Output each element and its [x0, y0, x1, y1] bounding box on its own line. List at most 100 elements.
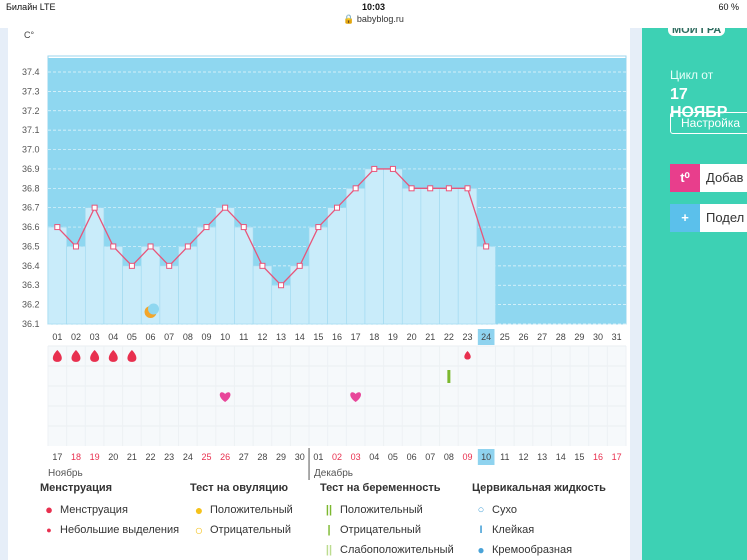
- current-day-highlight: [477, 329, 495, 345]
- temp-bar: [66, 246, 86, 325]
- cycle-day-label: 22: [444, 332, 454, 342]
- cycle-day-label: 04: [108, 332, 118, 342]
- calendar-date-label: 17: [52, 452, 62, 462]
- temp-bar: [476, 246, 496, 325]
- calendar-date-label: 24: [183, 452, 193, 462]
- calendar-date-label: 29: [276, 452, 286, 462]
- legend-menstruation-item: ● Менструация: [40, 500, 179, 520]
- legend-pregnancy: Тест на беременность || Положительный | …: [320, 482, 454, 560]
- temp-bar: [122, 265, 142, 325]
- calendar-date-label: 05: [388, 452, 398, 462]
- temp-bar: [346, 188, 366, 325]
- page-margin-right: [630, 28, 642, 560]
- temp-bar: [271, 284, 291, 325]
- cycle-day-label: 06: [146, 332, 156, 342]
- temp-point: [54, 224, 61, 231]
- menstruation-drop-icon: [90, 350, 100, 362]
- temp-point: [166, 262, 173, 269]
- cycle-day-label: 19: [388, 332, 398, 342]
- calendar-date-label: 20: [108, 452, 118, 462]
- cycle-day-label: 26: [518, 332, 528, 342]
- temp-point: [483, 243, 490, 250]
- temp-point: [352, 185, 359, 192]
- calendar-date-label: 10: [481, 452, 491, 462]
- temp-bar: [252, 265, 273, 325]
- small-drop-icon: ●: [46, 525, 52, 535]
- temp-bar: [327, 207, 347, 325]
- cycle-day-label: 08: [183, 332, 193, 342]
- y-tick-label: 37.4: [22, 67, 40, 77]
- legend-cervical-title: Цервикальная жидкость: [472, 482, 606, 494]
- cycle-day-label: 28: [556, 332, 566, 342]
- temp-point: [110, 243, 117, 250]
- faint-lines-icon: ||: [325, 544, 333, 556]
- my-chart-tab[interactable]: МОЙ ГРА: [668, 28, 726, 36]
- y-tick-label: 36.3: [22, 280, 40, 290]
- address-bar[interactable]: 🔒 babyblog.ru: [0, 14, 747, 25]
- temperature-chart: 37.4 37.3 37.2 37.1 37.0 36.9 36.8 36.7 36.6 36.5…: [22, 55, 627, 480]
- carrier-label: Билайн LTE: [6, 2, 56, 12]
- temp-point: [296, 262, 303, 269]
- one-line-icon: |: [327, 524, 331, 536]
- legend-cv-sticky-label: Клейкая: [492, 524, 535, 536]
- temp-bar: [439, 188, 459, 325]
- temperature-line: [56, 168, 487, 287]
- cycle-day-label: 03: [90, 332, 100, 342]
- lock-icon: 🔒: [343, 14, 355, 24]
- sticky-icon: I: [479, 524, 483, 536]
- two-lines-icon: ||: [325, 504, 333, 516]
- dry-drop-icon: ○: [477, 504, 485, 516]
- calendar-date-label: 15: [574, 452, 584, 462]
- temp-point: [427, 185, 434, 192]
- add-temperature-button[interactable]: t⁰ Добав: [670, 164, 747, 192]
- legend-spotting-label: Небольшие выделения: [60, 524, 180, 536]
- cycle-day-label: 13: [276, 332, 286, 342]
- temp-point: [240, 224, 247, 231]
- empty-circle-icon: ○: [194, 522, 204, 538]
- y-tick-label: 36.9: [22, 164, 40, 174]
- temp-bar: [420, 188, 440, 325]
- cycle-day-label: 07: [164, 332, 174, 342]
- temp-point: [147, 243, 154, 250]
- legend-menstruation: Менструация ● Менструация ● Небольшие вы…: [40, 482, 179, 540]
- legend-cv-dry-item: ○ Сухо: [472, 500, 606, 520]
- legend-cv-sticky-item: I Клейкая: [472, 520, 606, 540]
- calendar-date-label: 17: [612, 452, 622, 462]
- legend-pr-negative-item: | Отрицательный: [320, 520, 454, 540]
- temp-point: [72, 243, 79, 250]
- legend-ovulation-title: Тест на овуляцию: [190, 482, 289, 494]
- temp-point: [91, 204, 98, 211]
- y-tick-label: 36.4: [22, 261, 40, 271]
- menstruation-drop-icon: [71, 350, 81, 362]
- cycle-day-label: 16: [332, 332, 342, 342]
- legend-menstruation-title: Менструация: [40, 482, 113, 494]
- cycle-day-label: 31: [612, 332, 622, 342]
- thermometer-icon: t⁰: [670, 164, 700, 192]
- temp-point: [389, 165, 396, 172]
- calendar-date-label: 03: [351, 452, 361, 462]
- temp-point: [315, 224, 322, 231]
- heart-icon: [350, 392, 361, 402]
- calendar-date-label: 21: [127, 452, 137, 462]
- temp-point: [278, 282, 285, 289]
- y-tick-label: 37.1: [22, 125, 40, 135]
- battery-level: 60 %: [718, 2, 739, 12]
- ios-status-bar: Билайн LTE 10:03 60 %: [0, 0, 747, 16]
- calendar-date-label: 14: [556, 452, 566, 462]
- url-text: babyblog.ru: [356, 14, 404, 24]
- moon-icon-cutout: [148, 303, 160, 315]
- calendar-date-label: 28: [257, 452, 267, 462]
- temp-point: [334, 204, 340, 211]
- share-button[interactable]: + Подел: [670, 204, 747, 232]
- temp-point: [445, 185, 452, 192]
- cycle-day-label: 30: [593, 332, 603, 342]
- pregnancy-test-icon: [447, 370, 451, 383]
- legend-pregnancy-title: Тест на беременность: [320, 482, 441, 494]
- cycle-day-label: 23: [463, 332, 473, 342]
- month-label-november: Ноябрь: [48, 468, 83, 479]
- calendar-date-label: 08: [444, 452, 454, 462]
- temp-bar: [103, 246, 123, 325]
- cycle-day-label: 29: [574, 332, 584, 342]
- settings-button[interactable]: Настройка: [670, 112, 747, 134]
- temp-bar: [290, 265, 310, 325]
